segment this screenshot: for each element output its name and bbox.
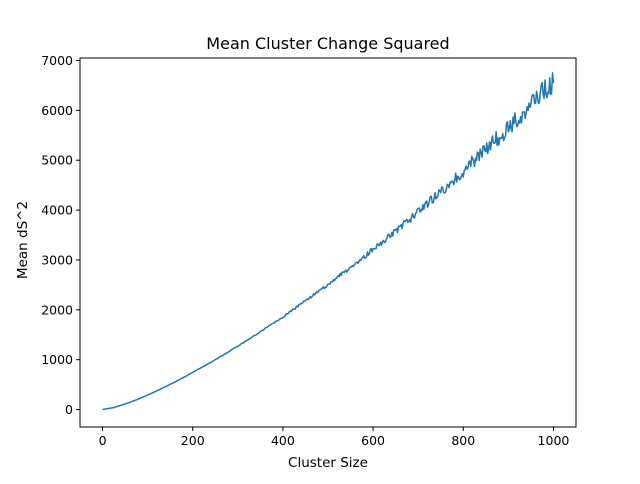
plot-area: 0 200 400 600 800 1000 0 1000 2000 3000 4000 5000 60… [41, 53, 577, 448]
y-tick-label: 1000 [41, 352, 73, 367]
y-tick-label: 7000 [41, 53, 73, 68]
y-tick-label: 2000 [41, 302, 73, 317]
y-tick-label: 6000 [41, 103, 73, 118]
x-tick-label: 400 [271, 433, 295, 448]
y-tick-label: 3000 [41, 252, 73, 267]
y-axis-label: Mean dS^2 [15, 201, 31, 279]
y-tick-label: 0 [65, 402, 73, 417]
chart-title: Mean Cluster Change Squared [206, 34, 449, 53]
y-tick-label: 4000 [41, 203, 73, 218]
series-line [102, 72, 555, 411]
x-tick-label: 1000 [538, 433, 570, 448]
x-tick-label: 800 [451, 433, 475, 448]
x-tick-label: 600 [361, 433, 385, 448]
plot-frame [79, 57, 577, 428]
y-tick-label: 5000 [41, 153, 73, 168]
x-tick-label: 200 [181, 433, 205, 448]
x-tick-label: 0 [99, 433, 107, 448]
x-axis-label: Cluster Size [288, 455, 368, 471]
